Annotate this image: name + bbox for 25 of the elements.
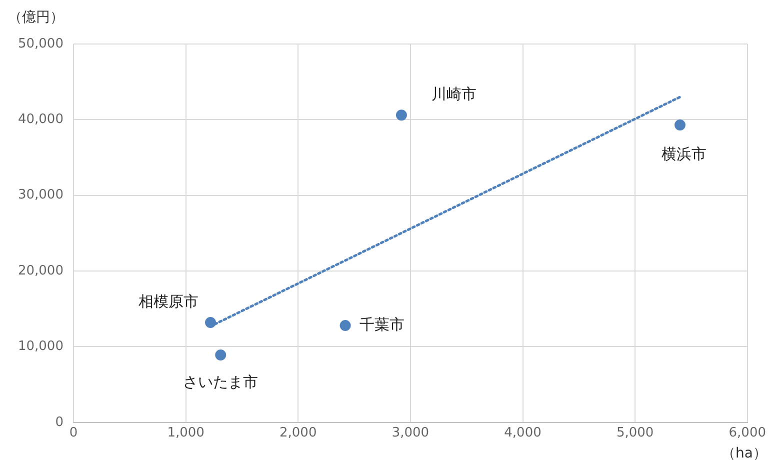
y-axis-title: （億円） <box>8 10 64 26</box>
y-tick-label: 20,000 <box>18 263 64 278</box>
annotation: 相模原市 <box>138 292 199 310</box>
x-tick-label: 5,000 <box>616 426 654 441</box>
y-tick-label: 30,000 <box>18 188 64 203</box>
y-tick-label: 10,000 <box>18 339 64 354</box>
x-tick-label: 4,000 <box>504 426 542 441</box>
point <box>340 320 351 332</box>
x-tick-label: 3,000 <box>392 426 430 441</box>
x-tick-label: 0 <box>69 426 78 441</box>
point <box>674 119 686 130</box>
x-tick-label: 6,000 <box>728 426 766 441</box>
annotation: さいたま市 <box>183 372 258 391</box>
annotation: 千葉市 <box>359 315 404 334</box>
y-tick-label: 0 <box>55 414 64 430</box>
annotation: 川崎市 <box>431 85 476 104</box>
x-tick-label: 2,000 <box>280 426 317 441</box>
point <box>396 110 407 121</box>
y-tick-label: 50,000 <box>18 36 64 52</box>
x-tick-label: 1,000 <box>167 426 204 441</box>
point <box>205 317 216 328</box>
point <box>215 350 226 361</box>
y-tick-label: 40,000 <box>18 112 64 128</box>
x-axis-title: （ha） <box>722 446 767 462</box>
annotation: 横浜市 <box>662 144 706 163</box>
